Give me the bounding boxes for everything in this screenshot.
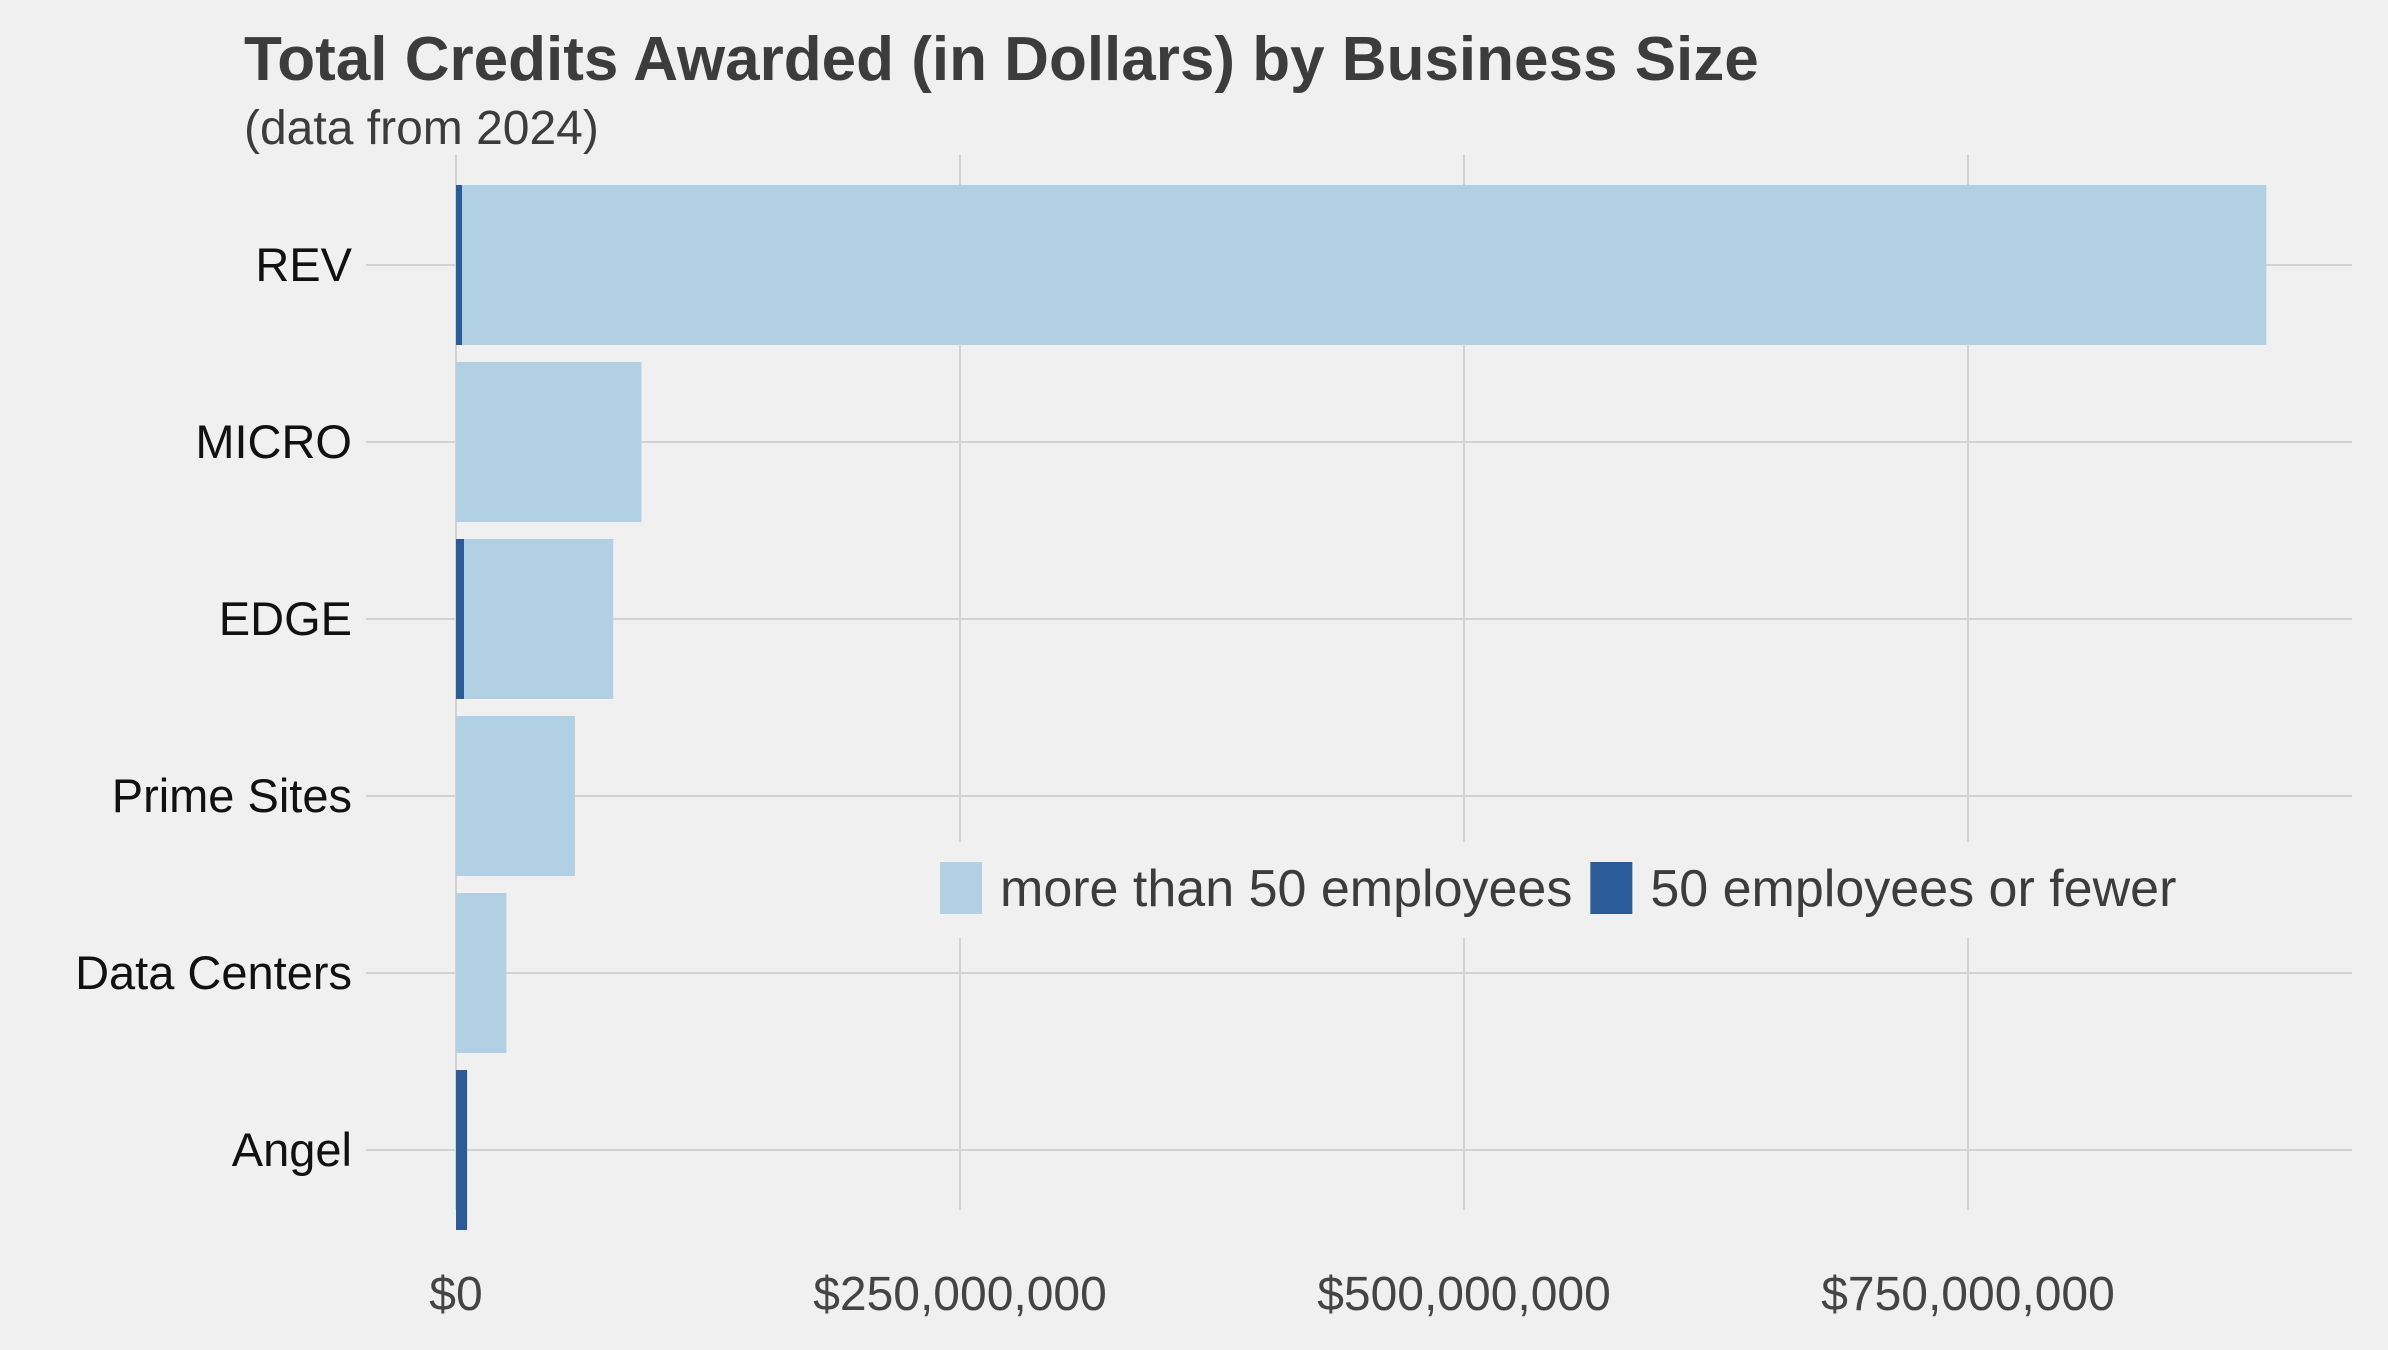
bars	[456, 185, 2267, 1230]
legend-label: more than 50 employees	[1000, 860, 1572, 918]
legend-swatch-more-than-50-employees	[940, 862, 982, 914]
chart-subtitle: (data from 2024)	[244, 102, 599, 155]
y-tick-label: Prime Sites	[112, 769, 352, 822]
bar-micro-more-than-50-employees	[456, 362, 642, 522]
x-tick-label: $0	[429, 1268, 482, 1321]
bar-angel-50-employees-or-fewer	[456, 1070, 468, 1230]
y-axis-ticks: REV MICRO EDGE Prime Sites Data Centers Angel	[75, 238, 353, 1176]
bar-data-centers-more-than-50-employees	[456, 893, 507, 1053]
chart-title: Total Credits Awarded (in Dollars) by Bu…	[244, 25, 1759, 94]
bar-edge-50-employees-or-fewer	[456, 539, 465, 699]
x-axis-ticks: $0 $250,000,000 $500,000,000 $750,000,000	[429, 1268, 2115, 1321]
y-tick-label: Data Centers	[75, 946, 352, 999]
bar-prime-sites-more-than-50-employees	[456, 716, 575, 876]
legend: more than 50 employees 50 employees or fe…	[920, 842, 2340, 938]
x-tick-label: $750,000,000	[1821, 1268, 2115, 1321]
bar-edge-more-than-50-employees	[464, 539, 614, 699]
bar-rev-more-than-50-employees	[462, 185, 2267, 345]
y-tick-label: REV	[255, 238, 352, 291]
y-tick-label: EDGE	[219, 592, 352, 645]
y-tick-label: Angel	[232, 1123, 352, 1176]
bar-rev-50-employees-or-fewer	[456, 185, 463, 345]
legend-label: 50 employees or fewer	[1650, 860, 2176, 918]
x-tick-label: $250,000,000	[813, 1268, 1107, 1321]
legend-swatch-50-employees-or-fewer	[1590, 862, 1633, 914]
x-tick-label: $500,000,000	[1317, 1268, 1611, 1321]
y-tick-label: MICRO	[195, 415, 352, 468]
